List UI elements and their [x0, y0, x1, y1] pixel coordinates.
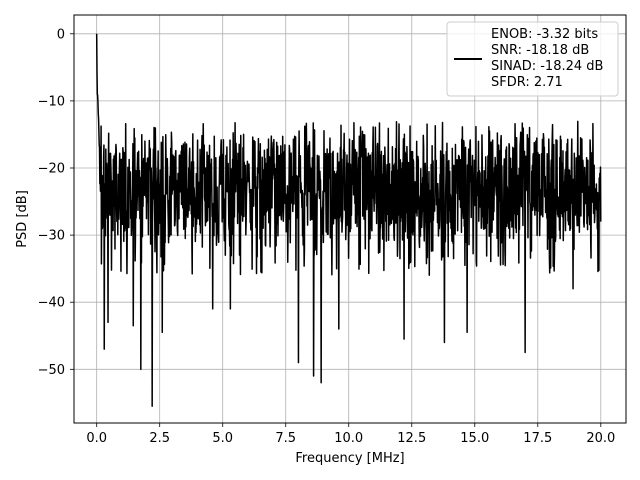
- y-tick-label: 0: [57, 27, 65, 42]
- legend-entry-sinad: SINAD: -18.24 dB: [491, 59, 603, 74]
- y-tick-label: −20: [38, 162, 65, 177]
- x-tick-label: 0.0: [86, 431, 107, 446]
- x-tick-label: 7.5: [275, 431, 296, 446]
- x-axis: 0.0 2.5 5.0 7.5 10.0 12.5 15.0 17.5 20.0: [86, 423, 615, 446]
- y-tick-label: −30: [38, 229, 65, 244]
- x-tick-label: 10.0: [334, 431, 363, 446]
- legend-entry-enob: ENOB: -3.32 bits: [491, 27, 598, 42]
- legend-entry-sfdr: SFDR: 2.71: [491, 75, 563, 90]
- x-tick-label: 2.5: [149, 431, 170, 446]
- psd-series-line: [95, 33, 602, 407]
- plot-frame: [73, 14, 627, 424]
- y-axis-label: PSD [dB]: [15, 190, 30, 248]
- x-tick-label: 17.5: [523, 431, 552, 446]
- y-tick-label: −40: [38, 296, 65, 311]
- series-layer: [95, 33, 602, 407]
- x-tick-label: 15.0: [460, 431, 489, 446]
- y-tick-label: −10: [38, 94, 65, 109]
- x-axis-label: Frequency [MHz]: [295, 451, 404, 466]
- y-axis: 0 −10 −20 −30 −40 −50: [38, 27, 74, 378]
- x-tick-label: 20.0: [586, 431, 615, 446]
- y-tick-label: −50: [38, 363, 65, 378]
- x-tick-label: 12.5: [397, 431, 426, 446]
- legend: ENOB: -3.32 bits SNR: -18.18 dB SINAD: -…: [446, 21, 619, 97]
- legend-entry-snr: SNR: -18.18 dB: [491, 43, 589, 58]
- legend-box: [446, 21, 619, 97]
- x-tick-label: 5.0: [212, 431, 233, 446]
